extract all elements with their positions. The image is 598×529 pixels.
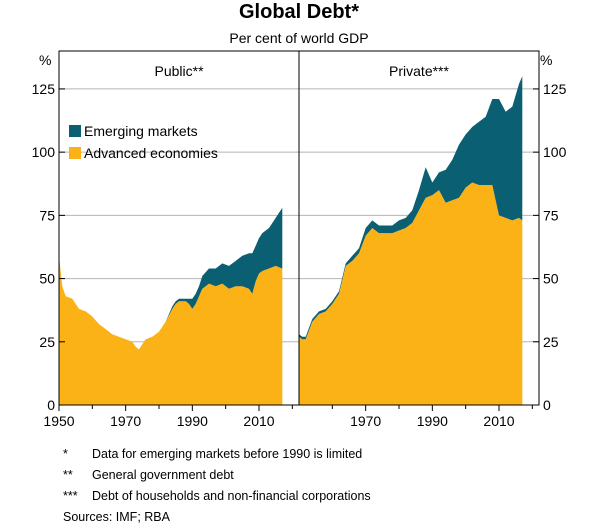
y-tick-label-right-125: 125: [543, 81, 567, 97]
y-tick-label-right-100: 100: [543, 144, 567, 160]
x-tick-label-2010: 2010: [243, 413, 274, 429]
x-tick-label-1950: 1950: [43, 413, 74, 429]
x-tick-label-1990: 1990: [177, 413, 208, 429]
note-marker-2: **: [63, 468, 73, 482]
x-tick-label-1970: 1970: [350, 413, 381, 429]
legend-swatch-advanced-economies: [69, 147, 81, 159]
note-marker-1: *: [63, 447, 68, 461]
legend: Emerging markets Advanced economies: [69, 123, 218, 161]
y-unit-label-right: %: [540, 52, 552, 68]
note-text-3: Debt of households and non-financial cor…: [92, 489, 371, 503]
legend-label-emerging-markets: Emerging markets: [84, 123, 198, 139]
chart-subtitle: Per cent of world GDP: [229, 30, 368, 46]
y-tick-label-left-125: 125: [32, 81, 56, 97]
legend-swatch-emerging-markets: [69, 125, 81, 137]
area-emerging-markets-public: [59, 207, 283, 350]
y-tick-label-left-0: 0: [47, 397, 55, 413]
area-emerging-markets-private: [299, 76, 523, 340]
x-tick-label-2010: 2010: [483, 413, 514, 429]
x-tick-label-1970: 1970: [110, 413, 141, 429]
area-advanced-economies-public: [59, 255, 283, 405]
area-advanced-economies-private: [299, 182, 523, 405]
y-unit-label-left: %: [39, 52, 51, 68]
chart-title: Global Debt*: [239, 1, 359, 23]
x-tick-label-1990: 1990: [417, 413, 448, 429]
note-text-1: Data for emerging markets before 1990 is…: [92, 447, 362, 461]
legend-label-advanced-economies: Advanced economies: [84, 145, 218, 161]
panel-title-public: Public**: [154, 63, 204, 79]
y-tick-label-right-25: 25: [543, 334, 559, 350]
y-tick-label-left-100: 100: [32, 144, 56, 160]
y-tick-label-right-50: 50: [543, 271, 559, 287]
note-text-2: General government debt: [92, 468, 234, 482]
y-tick-label-left-50: 50: [39, 271, 55, 287]
sources-text: Sources: IMF; RBA: [63, 510, 171, 524]
y-tick-label-right-0: 0: [543, 397, 551, 413]
panel-title-private: Private***: [389, 63, 449, 79]
y-tick-label-right-75: 75: [543, 207, 559, 223]
y-tick-label-left-25: 25: [39, 334, 55, 350]
note-marker-3: ***: [63, 489, 78, 503]
y-tick-label-left-75: 75: [39, 207, 55, 223]
plot-area: Public** 1950 1970 1990 2010 Private*** 1970 19…: [32, 50, 567, 429]
